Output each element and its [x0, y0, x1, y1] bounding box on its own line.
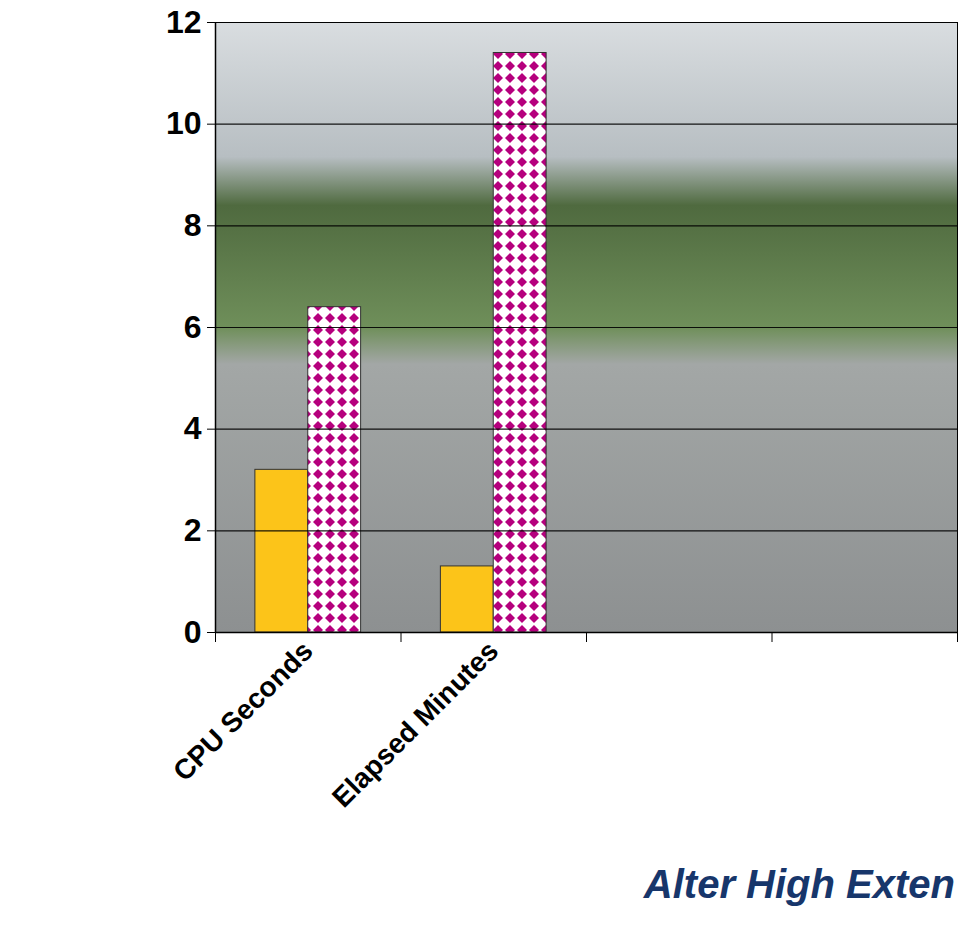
html-text:Alter High Exten: Alter High Exten: [643, 862, 955, 906]
svg-text:4: 4: [184, 410, 202, 446]
svg-text:6: 6: [184, 309, 202, 345]
svg-text:2: 2: [184, 512, 202, 548]
svg-text:Elapsed Minutes: Elapsed Minutes: [326, 635, 504, 813]
svg-text:8: 8: [184, 207, 202, 243]
svg-text:10: 10: [166, 105, 202, 141]
svg-text:12: 12: [166, 4, 202, 40]
svg-text:0: 0: [184, 614, 202, 650]
svg-text:CPU Seconds: CPU Seconds: [167, 635, 319, 787]
